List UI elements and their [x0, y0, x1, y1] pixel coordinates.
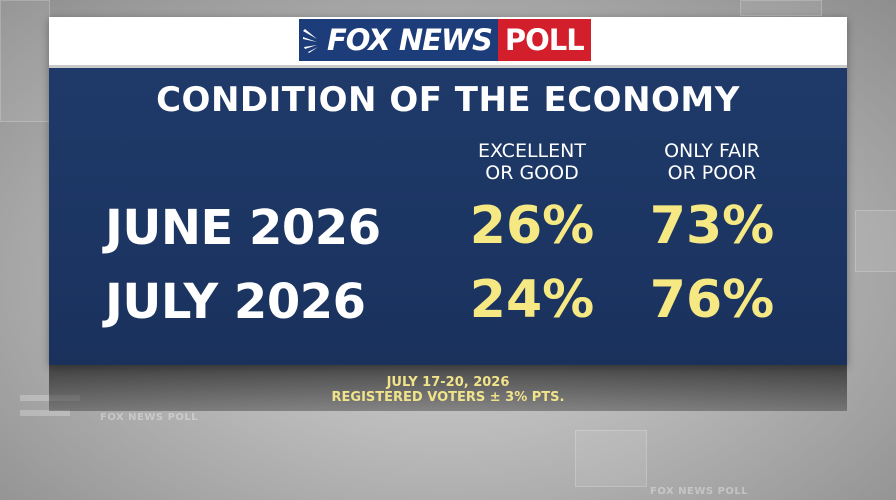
fox-news-poll-logo: FOX NEWS POLL — [299, 19, 591, 61]
value-june-excellent-good: 26% — [469, 196, 595, 256]
column-header-fair-poor: ONLY FAIR OR POOR — [637, 140, 787, 184]
bg-decor-block — [0, 0, 50, 122]
poll-card: FOX NEWS POLL CONDITION OF THE ECONOMY E… — [49, 17, 847, 365]
value-july-excellent-good: 24% — [469, 270, 595, 330]
column-header-line: EXCELLENT — [478, 140, 586, 162]
poll-sample: REGISTERED VOTERS ± 3% PTS. — [331, 390, 565, 405]
column-header-line: ONLY FAIR — [664, 140, 760, 162]
value-july-fair-poor: 76% — [649, 270, 775, 330]
bg-decor-block — [575, 430, 647, 487]
poll-dates: JULY 17-20, 2026 — [386, 375, 510, 390]
fox-news-wordmark: FOX NEWS — [327, 23, 493, 57]
fox-news-logo: FOX NEWS — [299, 19, 498, 61]
column-header-line: OR GOOD — [485, 162, 579, 184]
bg-decor-bar — [20, 410, 70, 416]
footer-band — [49, 365, 847, 411]
bg-watermark: FOX NEWS POLL — [650, 486, 749, 497]
poll-footer: JULY 17-20, 2026 REGISTERED VOTERS ± 3% … — [0, 375, 896, 405]
bg-watermark: FOX NEWS POLL — [100, 412, 199, 423]
column-header-excellent-good: EXCELLENT OR GOOD — [457, 140, 607, 184]
column-header-line: OR POOR — [667, 162, 757, 184]
bg-decor-block — [740, 0, 822, 16]
poll-panel: CONDITION OF THE ECONOMY EXCELLENT OR GO… — [49, 65, 847, 365]
row-label-july-2026: JULY 2026 — [105, 274, 366, 330]
chart-title: CONDITION OF THE ECONOMY — [156, 80, 740, 120]
value-june-fair-poor: 73% — [649, 196, 775, 256]
bg-decor-block — [855, 210, 896, 272]
row-label-june-2026: JUNE 2026 — [105, 200, 381, 256]
searchlight-icon — [303, 29, 318, 53]
card-header: FOX NEWS POLL — [49, 17, 847, 65]
poll-wordmark: POLL — [497, 19, 591, 61]
